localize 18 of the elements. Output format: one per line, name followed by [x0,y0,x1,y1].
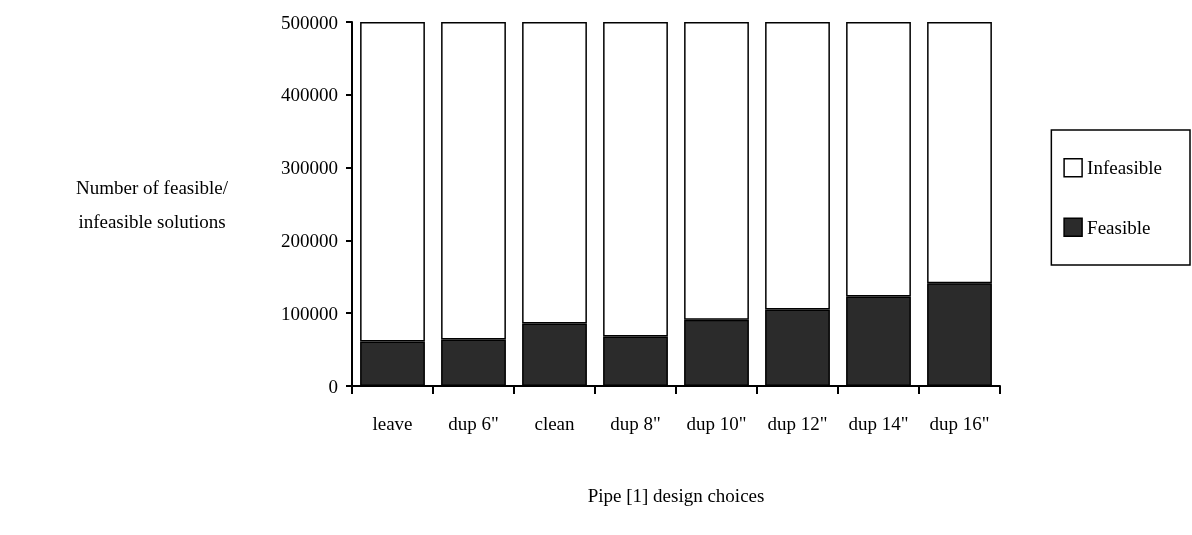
x-axis-title: Pipe [1] design choices [587,485,765,506]
y-tick-label: 200000 [281,229,338,251]
x-tick-label: dup 6" [448,412,499,434]
y-axis-title: Number of feasible/ infeasible solutions [76,176,229,232]
x-tick-label: dup 14" [848,412,909,434]
y-tick-label: 500000 [281,11,338,33]
y-tick-label: 100000 [281,302,338,324]
legend-label: Infeasible [1087,157,1162,179]
x-tick-label: dup 8" [610,412,661,434]
y-tick-label: 0 [328,375,338,397]
x-tick-label: dup 16" [929,412,990,434]
y-tick-label: 400000 [281,84,338,106]
x-tick-label: dup 10" [686,412,747,434]
y-tick-label: 300000 [281,157,338,179]
legend-label: Feasible [1087,216,1151,238]
x-tick-label: clean [534,412,576,434]
x-tick-label: dup 12" [767,412,828,434]
x-tick-label: leave [372,412,413,434]
